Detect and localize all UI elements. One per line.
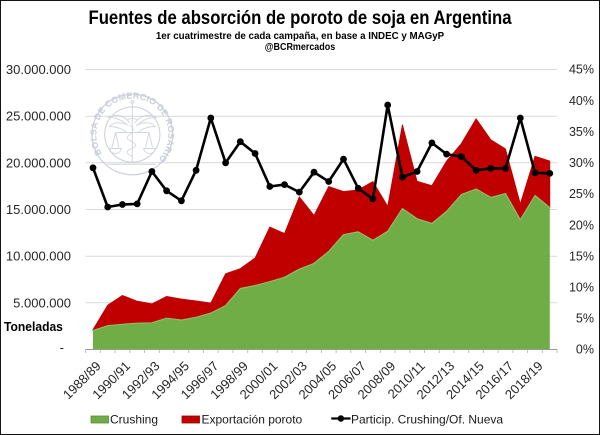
svg-text:25%: 25%: [569, 187, 594, 201]
svg-text:5%: 5%: [576, 312, 594, 326]
svg-text:35%: 35%: [569, 125, 594, 139]
svg-text:40%: 40%: [569, 94, 594, 108]
svg-text:10.000.000: 10.000.000: [6, 249, 71, 264]
svg-text:20.000.000: 20.000.000: [6, 155, 71, 170]
svg-text:Crushing: Crushing: [110, 413, 158, 427]
svg-text:45%: 45%: [569, 63, 594, 77]
svg-text:0%: 0%: [576, 343, 594, 357]
svg-text:30.000.000: 30.000.000: [6, 62, 71, 77]
svg-text:Particip. Crushing/Of. Nueva: Particip. Crushing/Of. Nueva: [351, 413, 503, 427]
svg-text:Exportación poroto: Exportación poroto: [202, 413, 303, 427]
svg-text:-: -: [60, 340, 64, 355]
svg-text:15.000.000: 15.000.000: [6, 202, 71, 217]
svg-text:10%: 10%: [569, 281, 594, 295]
svg-text:30%: 30%: [569, 156, 594, 170]
svg-text:5.000.000: 5.000.000: [13, 295, 71, 310]
svg-text:15%: 15%: [569, 249, 594, 263]
svg-text:20%: 20%: [569, 218, 594, 232]
svg-text:25.000.000: 25.000.000: [6, 109, 71, 124]
